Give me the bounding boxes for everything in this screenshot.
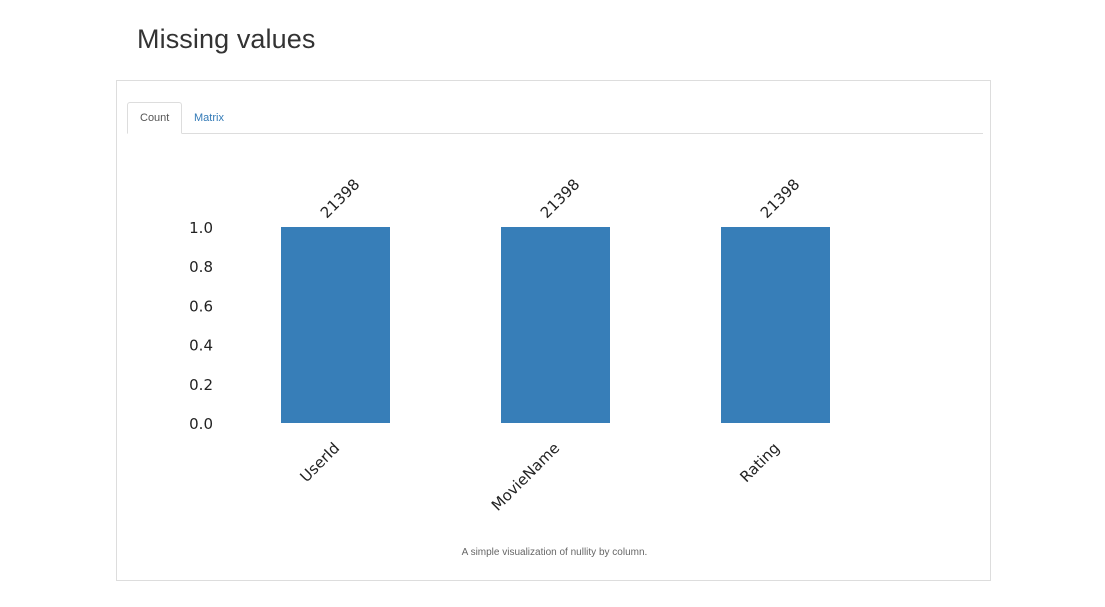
count-label: 21398 [537, 175, 583, 221]
bar-userid [281, 227, 390, 423]
bar-moviename [501, 227, 610, 423]
page-title: Missing values [137, 24, 316, 54]
y-tick-label: 1.0 [189, 219, 213, 237]
bar-rating [721, 227, 830, 423]
y-tick-label: 0.2 [189, 376, 213, 394]
x-category-label: UserId [296, 439, 343, 486]
tab-matrix[interactable]: Matrix [194, 112, 224, 124]
tab-bar: Count Matrix [127, 102, 983, 134]
missing-values-panel: Count Matrix 0.0 0.2 0.4 0.6 0.8 1.0 21398 User… [116, 80, 991, 581]
y-tick-label: 0.4 [189, 337, 213, 355]
y-tick-label: 0.0 [189, 415, 213, 433]
x-category-label: Rating [736, 439, 783, 486]
x-category-label: MovieName [488, 439, 563, 514]
count-label: 21398 [757, 175, 803, 221]
nullity-count-chart: 0.0 0.2 0.4 0.6 0.8 1.0 21398 UserId 21398 MovieN… [117, 81, 992, 582]
tab-count[interactable]: Count [127, 102, 183, 134]
count-label: 21398 [317, 175, 363, 221]
y-tick-label: 0.6 [189, 297, 213, 315]
bar-chart-svg: 0.0 0.2 0.4 0.6 0.8 1.0 21398 UserId 21398 MovieN… [189, 175, 830, 514]
y-tick-label: 0.8 [189, 258, 213, 276]
chart-caption: A simple visualization of nullity by col… [461, 547, 648, 558]
